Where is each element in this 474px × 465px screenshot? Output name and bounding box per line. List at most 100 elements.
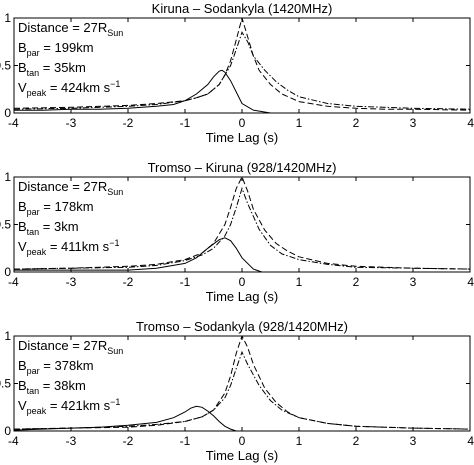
x-tick-label: 0 — [239, 275, 246, 289]
b-tan-subscript: tan — [27, 227, 40, 237]
b-tan-subscript: tan — [27, 68, 40, 78]
v-peak-subscript: peak — [27, 406, 47, 416]
annotation-line: Btan = 38km — [18, 378, 86, 396]
series-line-dashdot — [14, 350, 470, 430]
distance-text: Distance = 27R — [18, 20, 107, 35]
v-peak-symbol: V — [18, 80, 27, 95]
distance-subscript: Sun — [107, 187, 123, 197]
annotation-line: Distance = 27RSun — [18, 179, 123, 197]
v-peak-value: = 421km s — [46, 398, 110, 413]
y-tick-label: 0 — [4, 265, 11, 279]
x-tick-label: -2 — [123, 116, 134, 130]
v-peak-subscript: peak — [27, 247, 47, 257]
x-tick-label: -1 — [180, 434, 191, 448]
annotation-line: Btan = 3km — [18, 219, 79, 237]
plot-frame — [13, 335, 471, 432]
series-line-dashdot — [14, 186, 470, 270]
x-axis-label: Time Lag (s) — [206, 130, 278, 145]
annotation-line: Bpar = 378km — [18, 358, 94, 376]
series-line-solid — [14, 405, 344, 431]
b-tan-value: = 3km — [39, 219, 78, 234]
series-line-dashed — [14, 18, 470, 111]
b-par-symbol: B — [18, 358, 27, 373]
x-tick-label: 2 — [353, 275, 360, 289]
chart-panel-2: Tromso – Kiruna (928/1420MHz) -4 -3 -2 -1 0 1 2… — [0, 160, 474, 304]
distance-text: Distance = 27R — [18, 338, 107, 353]
x-tick-label: 3 — [410, 434, 417, 448]
b-par-subscript: par — [27, 366, 40, 376]
chart-panel-1: Kiruna – Sodankyla (1420MHz) -4 -3 -2 -1 0 1 2 3… — [0, 1, 474, 145]
x-tick-label: 4 — [467, 275, 474, 289]
b-tan-symbol: B — [18, 378, 27, 393]
y-tick-label: 0.5 — [0, 377, 11, 391]
v-peak-exponent: −1 — [110, 397, 120, 407]
v-peak-value: = 424km s — [46, 80, 110, 95]
chart-title: Tromso – Sodankyla (928/1420MHz) — [136, 319, 348, 334]
b-tan-symbol: B — [18, 219, 27, 234]
y-tick-label: 0.5 — [0, 218, 11, 232]
annotation-line: Distance = 27RSun — [18, 338, 123, 356]
x-tick-label: 2 — [353, 434, 360, 448]
b-tan-value: = 35km — [39, 60, 86, 75]
distance-text: Distance = 27R — [18, 179, 107, 194]
annotation-line: Bpar = 178km — [18, 199, 94, 217]
x-tick-label: 2 — [353, 116, 360, 130]
x-tick-label: -3 — [66, 275, 77, 289]
b-tan-value: = 38km — [39, 378, 86, 393]
distance-subscript: Sun — [107, 28, 123, 38]
x-tick-label: -1 — [180, 275, 191, 289]
annotation-line: Bpar = 199km — [18, 40, 94, 58]
series-line-solid — [14, 237, 264, 272]
x-axis-label: Time Lag (s) — [206, 289, 278, 304]
x-tick-label: 4 — [467, 434, 474, 448]
b-tan-symbol: B — [18, 60, 27, 75]
y-tick-label: 0.5 — [0, 59, 11, 73]
v-peak-value: = 411km s — [46, 239, 109, 254]
x-tick-label: 3 — [410, 275, 417, 289]
x-tick-label: 1 — [296, 116, 303, 130]
b-par-subscript: par — [27, 207, 40, 217]
y-tick-label: 1 — [4, 329, 11, 343]
chart-panel-3: Tromso – Sodankyla (928/1420MHz) -4 -3 -2 -1… — [0, 319, 474, 463]
x-tick-label: -3 — [66, 116, 77, 130]
b-par-symbol: B — [18, 40, 27, 55]
y-tick-label: 1 — [4, 11, 11, 25]
series-line-solid — [14, 69, 279, 113]
annotation-line: Vpeak = 411km s−1 — [18, 238, 119, 257]
chart-title: Tromso – Kiruna (928/1420MHz) — [148, 160, 337, 175]
annotation-line: Vpeak = 421km s−1 — [18, 397, 120, 416]
y-tick-label: 1 — [4, 170, 11, 184]
x-tick-label: 0 — [239, 434, 246, 448]
b-par-value: = 378km — [40, 358, 94, 373]
x-tick-label: -4 — [8, 116, 19, 130]
chart-title: Kiruna – Sodankyla (1420MHz) — [152, 1, 333, 16]
b-tan-subscript: tan — [27, 386, 40, 396]
x-tick-label: 1 — [296, 275, 303, 289]
series-line-dashed — [14, 177, 470, 270]
series-line-dashdot — [14, 31, 470, 110]
x-axis-label: Time Lag (s) — [206, 448, 278, 463]
y-tick-label: 0 — [4, 106, 11, 120]
x-tick-label: 4 — [467, 116, 474, 130]
v-peak-symbol: V — [18, 398, 27, 413]
v-peak-exponent: −1 — [109, 238, 119, 248]
x-tick-label: -3 — [66, 434, 77, 448]
b-par-value: = 178km — [40, 199, 94, 214]
x-tick-label: -4 — [8, 275, 19, 289]
x-tick-label: -2 — [123, 275, 134, 289]
b-par-subscript: par — [27, 48, 40, 58]
v-peak-symbol: V — [18, 239, 27, 254]
x-tick-label: -1 — [180, 116, 191, 130]
v-peak-exponent: −1 — [110, 79, 120, 89]
annotation-line: Btan = 35km — [18, 60, 86, 78]
x-tick-label: -4 — [8, 434, 19, 448]
y-tick-label: 0 — [4, 424, 11, 438]
x-tick-label: 0 — [239, 116, 246, 130]
x-tick-label: 3 — [410, 116, 417, 130]
plot-frame — [13, 176, 471, 273]
x-tick-label: 1 — [296, 434, 303, 448]
annotation-line: Distance = 27RSun — [18, 20, 123, 38]
distance-subscript: Sun — [107, 346, 123, 356]
plot-frame — [13, 17, 471, 114]
